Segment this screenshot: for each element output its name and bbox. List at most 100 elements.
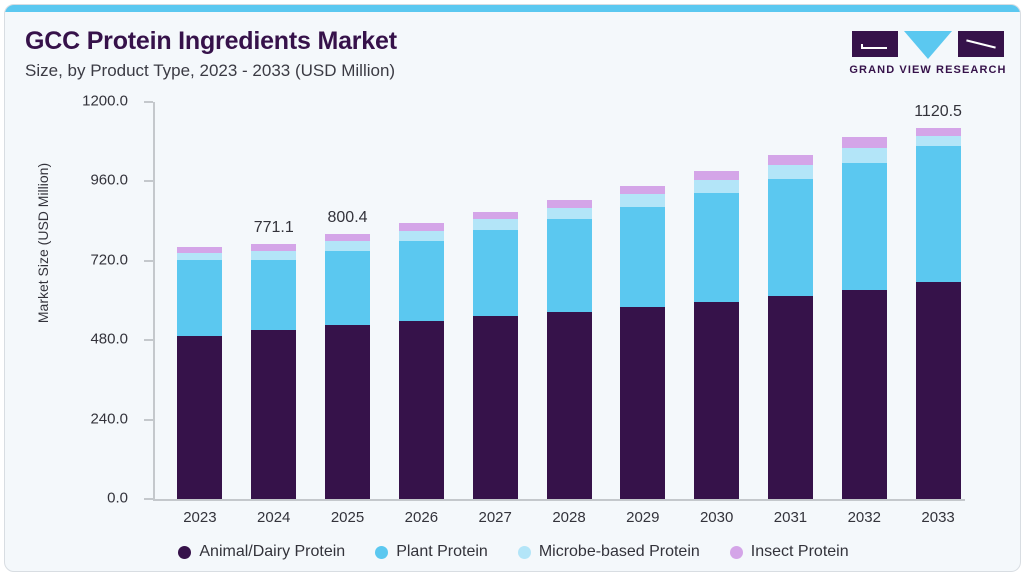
y-axis-tick: 0.0 [107, 490, 153, 507]
bar-segment[interactable] [325, 325, 371, 499]
x-axis-tick-label: 2032 [847, 509, 881, 526]
bar-group[interactable]: 2029 [620, 185, 666, 526]
bar-segment[interactable] [325, 241, 371, 251]
brand-logo: GRAND VIEW RESEARCH [848, 31, 1008, 76]
bar-segment[interactable] [398, 321, 444, 499]
x-axis-tick-label: 2028 [552, 509, 586, 526]
bar-group[interactable]: 1120.5 2033 [914, 103, 962, 526]
legend-item[interactable]: Microbe-based Protein [517, 543, 700, 561]
x-axis-tick-label: 2030 [699, 509, 734, 526]
bar-value-label: 771.1 [253, 218, 294, 236]
bar-segment[interactable] [620, 306, 666, 499]
legend-item[interactable]: Plant Protein [375, 543, 488, 561]
chart-header: GCC Protein Ingredients Market Size, by … [25, 27, 845, 81]
bar-segment[interactable] [251, 250, 297, 261]
x-axis-tick-label: 2023 [183, 509, 217, 526]
bar-segment[interactable] [398, 240, 444, 322]
bar-segment[interactable] [915, 281, 961, 499]
bar-segment[interactable] [694, 301, 740, 499]
chart-card: GCC Protein Ingredients Market Size, by … [4, 4, 1021, 572]
top-accent-bar [5, 5, 1020, 12]
bar-group[interactable]: 2032 [841, 137, 887, 526]
bar-segment[interactable] [841, 289, 887, 499]
bar-value-label: 1120.5 [914, 103, 962, 121]
legend-item[interactable]: Insect Protein [729, 543, 849, 561]
y-axis-tick-label: 480.0 [90, 330, 128, 348]
bar-segment[interactable] [472, 219, 518, 231]
bar-group[interactable]: 2023 [177, 246, 223, 526]
legend-item[interactable]: Animal/Dairy Protein [178, 543, 345, 561]
bar-segment[interactable] [472, 316, 518, 499]
bar-segment[interactable] [694, 170, 740, 181]
chart-title: GCC Protein Ingredients Market [25, 27, 397, 55]
bar-segment[interactable] [620, 194, 666, 207]
chart-legend: Animal/Dairy Protein Plant Protein Microbe… [5, 543, 1020, 561]
legend-label: Plant Protein [396, 543, 488, 560]
bar-group[interactable]: 800.4 2025 [325, 209, 371, 526]
legend-color-swatch-icon [517, 545, 531, 559]
plot-region: 0.0 240.0 480.0 720.0 960.0 1200.0 2023 771.1 20… [82, 93, 965, 526]
bar-group[interactable]: 2028 [546, 199, 592, 526]
bar-group[interactable]: 2031 [767, 154, 813, 526]
x-axis-tick-label: 2026 [404, 509, 439, 526]
bar-segment[interactable] [694, 180, 740, 194]
logo-marks [848, 31, 1008, 59]
bar-segment[interactable] [841, 148, 887, 164]
logo-rect-left-icon [852, 31, 898, 57]
bar-segment[interactable] [915, 128, 961, 137]
bar-segment[interactable] [915, 136, 961, 147]
bar-value-label: 800.4 [327, 209, 368, 227]
x-axis-tick-label: 2027 [478, 509, 512, 526]
x-axis-tick-label: 2033 [921, 509, 955, 526]
bar-segment[interactable] [915, 146, 961, 282]
bar-segment[interactable] [546, 218, 592, 312]
y-axis-tick-label: 240.0 [90, 410, 128, 428]
bar-segment[interactable] [767, 295, 813, 499]
legend-label: Animal/Dairy Protein [199, 543, 346, 560]
bar-segment[interactable] [177, 252, 223, 261]
bar-segment[interactable] [620, 206, 666, 307]
y-axis-tick: 720.0 [90, 251, 153, 268]
y-axis-tick: 480.0 [90, 331, 153, 348]
legend-color-swatch-icon [375, 545, 389, 559]
bar-segment[interactable] [767, 164, 813, 179]
bar-segment[interactable] [767, 154, 813, 165]
y-axis-tick: 240.0 [90, 410, 153, 427]
bar-group[interactable]: 2030 [694, 170, 740, 526]
y-axis-line [153, 102, 155, 499]
bar-segment[interactable] [251, 330, 297, 499]
bar-group[interactable]: 771.1 2024 [251, 219, 297, 526]
bar-segment[interactable] [251, 243, 297, 251]
logo-triangle-icon [904, 31, 952, 59]
chart-area: Market Size (USD Million) 0.0 240.0 480.0 7… [5, 5, 1020, 571]
logo-rect-right-icon [958, 31, 1004, 57]
bar-segment[interactable] [251, 260, 297, 331]
bar-segment[interactable] [767, 178, 813, 296]
bar-segment[interactable] [325, 234, 371, 242]
bar-segment[interactable] [546, 199, 592, 208]
y-axis-tick-label: 720.0 [90, 251, 128, 269]
bar-segment[interactable] [620, 185, 666, 195]
chart-subtitle: Size, by Product Type, 2023 - 2033 (USD … [25, 60, 396, 80]
bar-segment[interactable] [177, 246, 223, 253]
bar-segment[interactable] [694, 193, 740, 302]
bar-segment[interactable] [841, 163, 887, 290]
bar-group[interactable]: 2027 [472, 211, 518, 526]
bar-segment[interactable] [398, 230, 444, 241]
bar-segment[interactable] [546, 207, 592, 219]
bar-segment[interactable] [546, 311, 592, 499]
bar-segment[interactable] [841, 137, 887, 149]
bar-segment[interactable] [177, 260, 223, 337]
x-axis-tick-label: 2025 [330, 509, 365, 526]
bar-segment[interactable] [177, 336, 223, 499]
x-axis-tick-label: 2024 [257, 509, 291, 526]
bar-group[interactable]: 2026 [398, 223, 444, 526]
bar-segment[interactable] [325, 250, 371, 326]
legend-color-swatch-icon [729, 545, 743, 559]
y-axis-tick: 960.0 [90, 172, 153, 189]
x-axis-tick-label: 2029 [626, 509, 660, 526]
bar-segment[interactable] [472, 230, 518, 317]
bar-segment[interactable] [472, 211, 518, 220]
bar-segment[interactable] [398, 223, 444, 231]
y-axis-tick-label: 0.0 [107, 489, 128, 507]
